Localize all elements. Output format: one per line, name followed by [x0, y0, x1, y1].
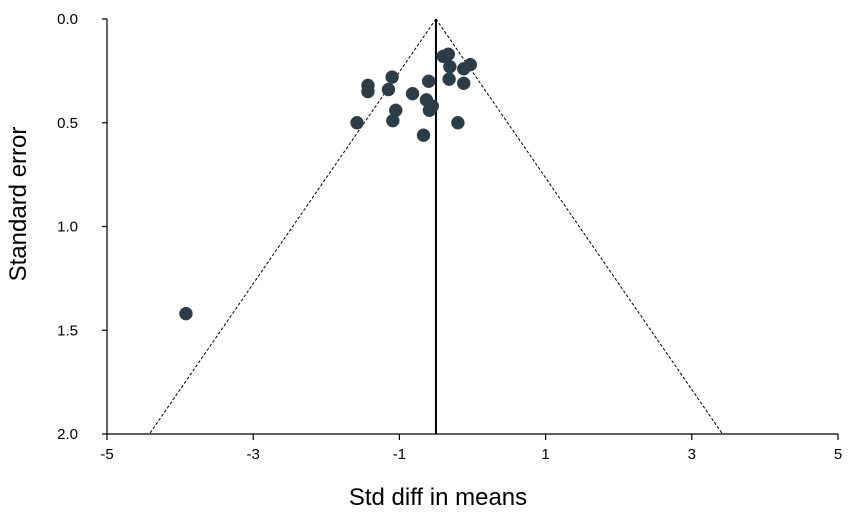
- data-point: [350, 116, 364, 130]
- data-point: [443, 59, 457, 74]
- y-tick-label: 1.5: [57, 322, 78, 339]
- data-point: [442, 72, 456, 86]
- x-tick-label: -3: [247, 446, 260, 463]
- data-point: [405, 86, 420, 101]
- y-tick-label: 0.0: [57, 11, 78, 28]
- y-tick-labels: 0.0 0.5 1.0 1.5 2.0: [57, 11, 78, 443]
- data-point: [361, 84, 375, 99]
- funnel-lines: [148, 18, 723, 435]
- x-tick-label: 1: [541, 446, 549, 463]
- y-tick-label: 0.5: [57, 115, 78, 132]
- data-point: [421, 74, 436, 88]
- data-point: [456, 76, 471, 91]
- x-tick-labels: -5 -3 -1 1 3 5: [100, 446, 842, 463]
- funnel-limit-right: [435, 18, 723, 435]
- y-axis-title: Standard error: [5, 127, 32, 282]
- y-tick-label: 1.0: [57, 219, 78, 236]
- x-tick-label: -1: [393, 446, 406, 463]
- data-point: [422, 103, 437, 118]
- data-point: [456, 62, 471, 76]
- x-tick-label: -5: [100, 446, 113, 463]
- x-axis-title: Std diff in means: [349, 484, 527, 511]
- data-point: [179, 306, 193, 321]
- data-point: [386, 113, 400, 128]
- data-point: [385, 70, 399, 84]
- data-point: [451, 116, 465, 130]
- data-point: [441, 47, 456, 62]
- x-tick-label: 5: [834, 446, 842, 463]
- data-point: [381, 82, 396, 97]
- data-points: [179, 47, 478, 321]
- funnel-limit-left: [148, 18, 437, 435]
- x-tick-label: 3: [688, 446, 696, 463]
- y-tick-label: 2.0: [57, 426, 78, 443]
- axes: [102, 18, 839, 440]
- data-point: [416, 128, 431, 142]
